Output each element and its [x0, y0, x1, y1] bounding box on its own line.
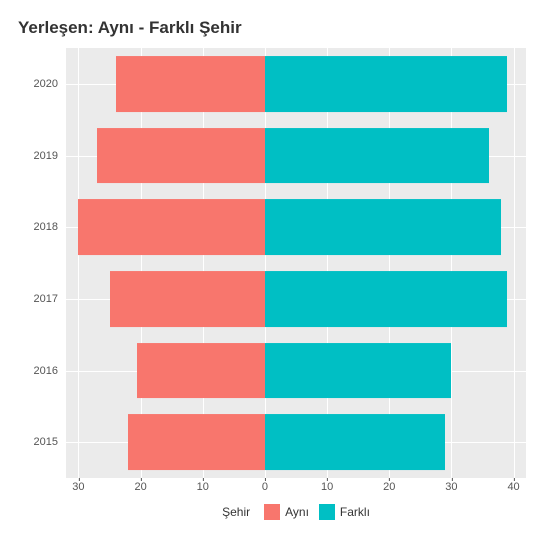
x-tick-label: 0 — [262, 481, 268, 493]
y-tick-label: 2017 — [34, 293, 66, 305]
legend-label-farkli: Farklı — [340, 505, 370, 519]
gridline-v — [514, 48, 515, 478]
gridline-v — [451, 48, 452, 478]
gridline-v — [78, 48, 79, 478]
y-tick-label: 2015 — [34, 436, 66, 448]
bar-farkli — [265, 271, 507, 327]
bar-ayni — [110, 271, 265, 327]
legend-title: Şehir — [222, 505, 250, 519]
y-tick-label: 2020 — [34, 78, 66, 90]
x-tick-label: 20 — [383, 481, 395, 493]
legend-label-ayni: Aynı — [285, 505, 309, 519]
x-tick-label: 10 — [197, 481, 209, 493]
bar-ayni — [78, 199, 264, 255]
bar-farkli — [265, 128, 489, 184]
bar-farkli — [265, 56, 507, 112]
legend-swatch-ayni — [264, 504, 280, 520]
bar-ayni — [116, 56, 265, 112]
legend-swatch-farkli — [319, 504, 335, 520]
x-tick-label: 20 — [134, 481, 146, 493]
chart-container: Yerleşen: Aynı - Farklı Şehir 3020100102… — [0, 0, 550, 550]
bar-farkli — [265, 414, 445, 470]
y-tick-label: 2019 — [34, 150, 66, 162]
y-tick-label: 2018 — [34, 221, 66, 233]
plot-wrap: 302010010203040202020192018201720162015 … — [66, 48, 526, 520]
y-tick-label: 2016 — [34, 365, 66, 377]
x-tick-label: 30 — [445, 481, 457, 493]
bar-farkli — [265, 199, 501, 255]
legend-item-farkli: Farklı — [319, 504, 370, 520]
legend: Şehir Aynı Farklı — [66, 504, 526, 520]
x-tick-label: 30 — [72, 481, 84, 493]
legend-item-ayni: Aynı — [264, 504, 309, 520]
x-tick-label: 10 — [321, 481, 333, 493]
bar-ayni — [137, 343, 264, 399]
bar-farkli — [265, 343, 451, 399]
x-tick-label: 40 — [507, 481, 519, 493]
chart-title: Yerleşen: Aynı - Farklı Şehir — [18, 18, 538, 38]
bar-ayni — [128, 414, 265, 470]
bar-ayni — [97, 128, 265, 184]
plot-area: 302010010203040202020192018201720162015 — [66, 48, 526, 478]
